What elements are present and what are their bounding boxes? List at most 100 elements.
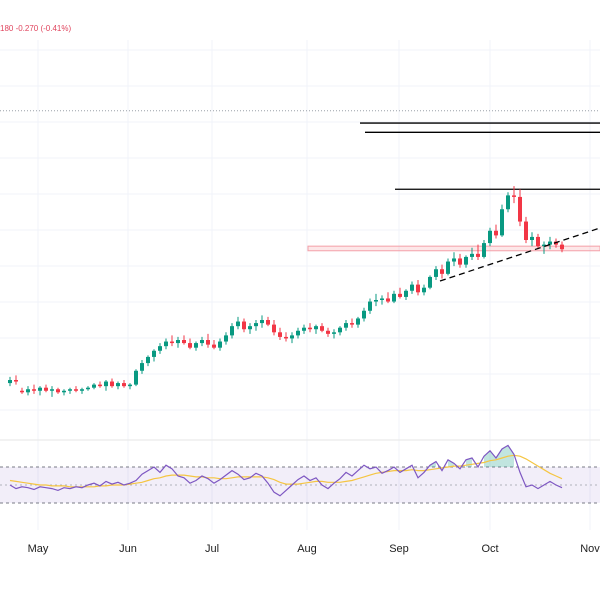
candle-body [512, 195, 516, 197]
candle [380, 295, 384, 305]
candle [398, 287, 402, 299]
candle [446, 258, 450, 276]
candle-body [242, 321, 246, 330]
candle-body [272, 324, 276, 333]
candle-body [326, 330, 330, 334]
candle [188, 338, 192, 350]
candle-body [404, 290, 408, 297]
candle-body [380, 298, 384, 300]
candle-body [248, 326, 252, 330]
candle-body [62, 390, 66, 393]
candle-body [452, 258, 456, 262]
candle [434, 266, 438, 280]
candle [416, 280, 420, 296]
candle [200, 336, 204, 347]
candle-body [122, 383, 126, 387]
rsi-overbought-fill [484, 445, 514, 467]
candle-body [422, 287, 426, 293]
candle [242, 318, 246, 333]
candle [494, 224, 498, 239]
candle [68, 387, 72, 394]
candle [158, 343, 162, 354]
x-tick-label-aug: Aug [297, 543, 317, 555]
candle [278, 327, 282, 340]
candle-body [92, 384, 96, 388]
candle-body [170, 341, 174, 344]
candle [254, 320, 258, 331]
candle-body [362, 310, 366, 319]
candle [74, 386, 78, 393]
candle [350, 318, 354, 328]
price-panel [0, 110, 600, 397]
candle [266, 316, 270, 327]
candle-body [356, 318, 360, 325]
candle-body [128, 384, 132, 387]
candle-body [548, 241, 552, 245]
candle [440, 264, 444, 279]
resistance-levels [0, 110, 600, 190]
candle-body [314, 326, 318, 330]
candle-body [182, 340, 186, 344]
candle [14, 375, 18, 385]
candle-body [416, 284, 420, 293]
candle-body [116, 383, 120, 387]
candle-body [482, 243, 486, 257]
candle [44, 384, 48, 393]
candle-body [368, 301, 372, 311]
candle-body [200, 340, 204, 344]
candle [326, 327, 330, 337]
candle [236, 316, 240, 330]
candle-body [194, 343, 198, 348]
candle [194, 341, 198, 351]
candle [20, 387, 24, 394]
candle-body [134, 370, 138, 385]
candle [146, 355, 150, 367]
candle-body [224, 335, 228, 342]
candle-body [386, 298, 390, 302]
candle-body [296, 330, 300, 336]
candle-body [212, 344, 216, 348]
status-change-text: 180 -0.270 (-0.41%) [0, 24, 71, 33]
candle-body [278, 332, 282, 337]
candle-body [8, 380, 12, 384]
candle-body [428, 276, 432, 288]
x-tick-label-oct: Oct [481, 543, 498, 555]
candle-body [266, 320, 270, 325]
candle [218, 338, 222, 351]
candle [410, 281, 414, 294]
candle [482, 240, 486, 259]
candle [500, 204, 504, 237]
candle-body [32, 389, 36, 391]
candle [272, 320, 276, 336]
candle-body [500, 209, 504, 236]
candle-body [20, 390, 24, 393]
candle-body [530, 236, 534, 240]
rsi-ma-line [9, 454, 563, 488]
candle [38, 386, 42, 396]
candle-body [464, 256, 468, 265]
candle [542, 241, 546, 254]
candle [110, 378, 114, 388]
candle [530, 232, 534, 247]
candle [260, 315, 264, 328]
support-zone [307, 245, 600, 252]
candle [86, 386, 90, 391]
candle-body [344, 323, 348, 328]
candles [8, 186, 564, 397]
candle-body [14, 380, 18, 382]
candle-body [338, 327, 342, 333]
candle-body [332, 332, 336, 334]
candle-body [206, 340, 210, 345]
candle [362, 307, 366, 322]
candle-body [536, 236, 540, 247]
candle-body [524, 221, 528, 240]
candle [164, 338, 168, 350]
candle-body [158, 346, 162, 351]
candle-body [458, 258, 462, 265]
candle-body [218, 341, 222, 348]
candle [32, 384, 36, 394]
candle [98, 381, 102, 388]
candle [248, 323, 252, 334]
candle-body [104, 381, 108, 387]
